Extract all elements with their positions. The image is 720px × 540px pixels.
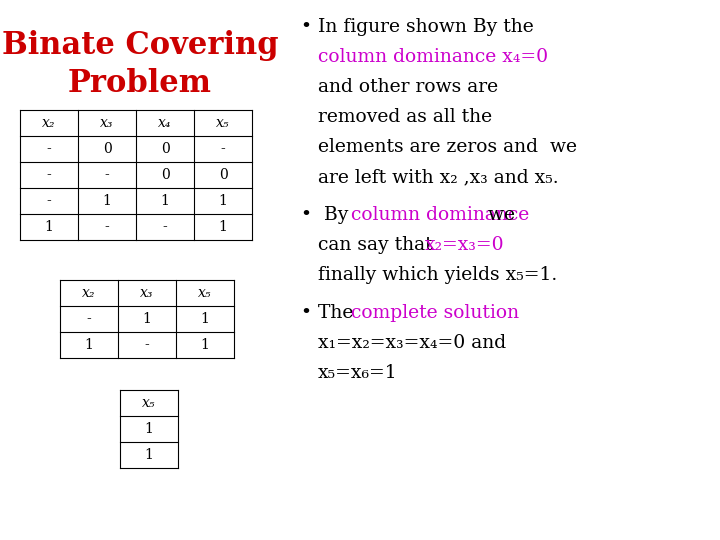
Text: are left with x₂ ,x₃ and x₅.: are left with x₂ ,x₃ and x₅. <box>318 168 559 186</box>
Text: x₃: x₃ <box>100 116 114 130</box>
Text: x₃: x₃ <box>140 286 154 300</box>
Text: x₅: x₅ <box>143 396 156 410</box>
Text: -: - <box>47 168 51 182</box>
Text: column dominance x₄=0: column dominance x₄=0 <box>318 48 548 66</box>
Text: x₅: x₅ <box>198 286 212 300</box>
Text: 1: 1 <box>219 194 228 208</box>
Text: 1: 1 <box>145 422 153 436</box>
Text: elements are zeros and  we: elements are zeros and we <box>318 138 577 156</box>
Text: 0: 0 <box>161 142 169 156</box>
Text: In figure shown By the: In figure shown By the <box>318 18 534 36</box>
Text: 1: 1 <box>219 220 228 234</box>
Text: x₂: x₂ <box>42 116 55 130</box>
Text: 1: 1 <box>145 448 153 462</box>
Text: 0: 0 <box>219 168 228 182</box>
Text: x₅=x₆=1: x₅=x₆=1 <box>318 364 397 382</box>
Text: x₅: x₅ <box>216 116 230 130</box>
Text: 1: 1 <box>102 194 112 208</box>
Text: 1: 1 <box>84 338 94 352</box>
Text: Binate Covering: Binate Covering <box>1 30 279 61</box>
Text: 1: 1 <box>45 220 53 234</box>
Text: can say that: can say that <box>318 236 438 254</box>
Text: Problem: Problem <box>68 68 212 99</box>
Text: x₂: x₂ <box>82 286 96 300</box>
Text: we: we <box>482 206 515 224</box>
Text: -: - <box>220 142 225 156</box>
Text: By: By <box>318 206 354 224</box>
Text: 1: 1 <box>201 312 210 326</box>
Text: 1: 1 <box>161 194 169 208</box>
Text: 1: 1 <box>201 338 210 352</box>
Text: x₄: x₄ <box>158 116 172 130</box>
Text: 0: 0 <box>161 168 169 182</box>
Text: •: • <box>300 18 311 36</box>
Text: finally which yields x₅=1.: finally which yields x₅=1. <box>318 266 557 284</box>
Text: 0: 0 <box>103 142 112 156</box>
Text: •: • <box>300 304 311 322</box>
Text: and other rows are: and other rows are <box>318 78 498 96</box>
Text: x₂=x₃=0: x₂=x₃=0 <box>425 236 504 254</box>
Text: complete solution: complete solution <box>351 304 519 322</box>
Text: -: - <box>47 194 51 208</box>
Text: -: - <box>104 220 109 234</box>
Text: •: • <box>300 206 311 224</box>
Text: -: - <box>145 338 149 352</box>
Text: removed as all the: removed as all the <box>318 108 492 126</box>
Text: -: - <box>86 312 91 326</box>
Text: -: - <box>104 168 109 182</box>
Text: -: - <box>47 142 51 156</box>
Text: 1: 1 <box>143 312 151 326</box>
Text: -: - <box>163 220 167 234</box>
Text: The: The <box>318 304 359 322</box>
Text: x₁=x₂=x₃=x₄=0 and: x₁=x₂=x₃=x₄=0 and <box>318 334 506 352</box>
Text: column dominance: column dominance <box>351 206 529 224</box>
